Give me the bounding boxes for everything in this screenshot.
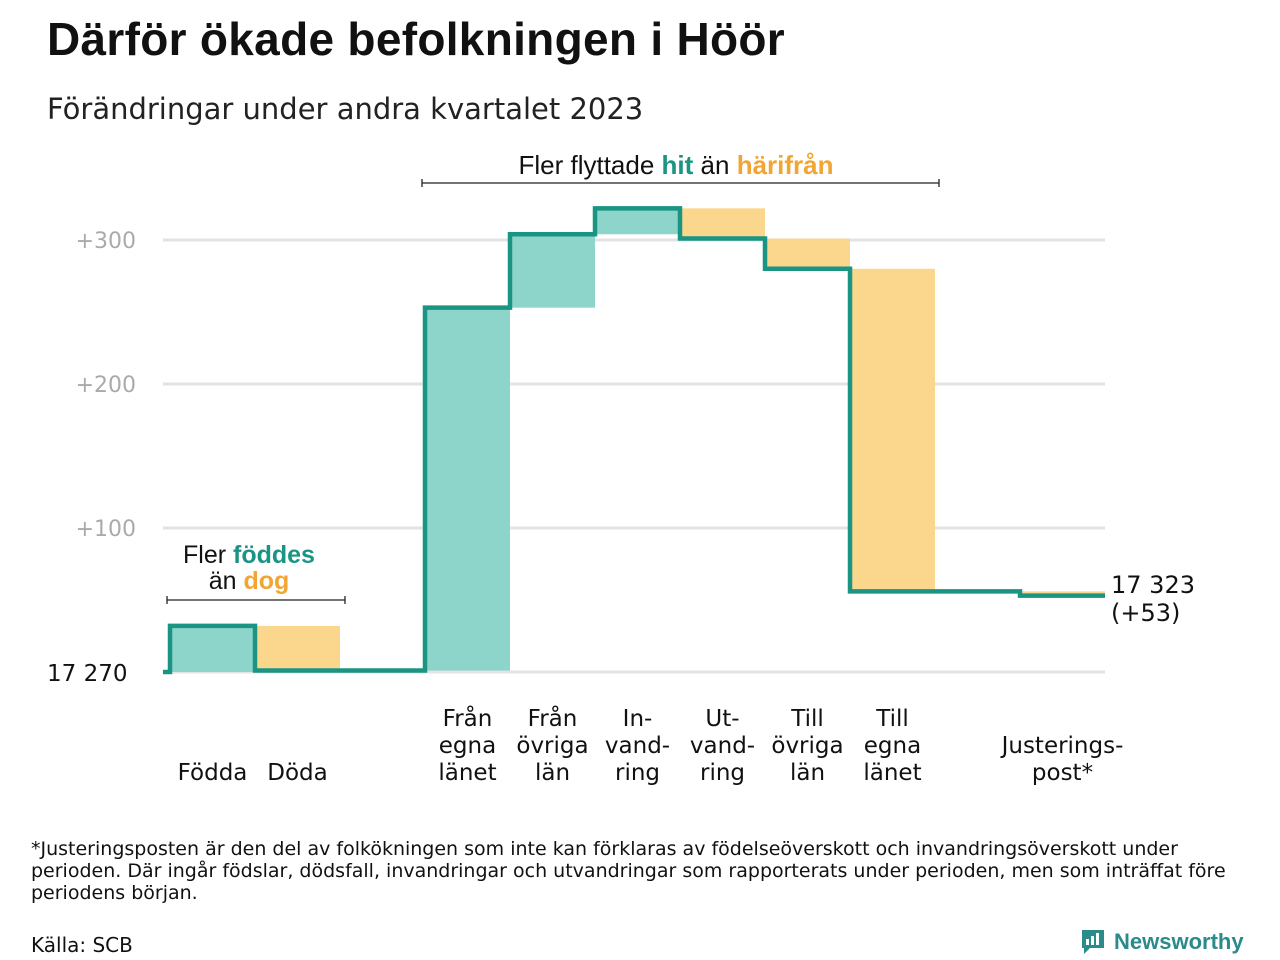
- footnote: *Justeringsposten är den del av folkökni…: [31, 838, 1226, 904]
- waterfall-bar: [681, 208, 765, 239]
- y-tick-label: +100: [76, 517, 136, 542]
- category-label: övriga: [516, 733, 588, 759]
- category-label: länet: [863, 760, 921, 786]
- y-tick-label: +200: [76, 373, 136, 398]
- category-label: vand-: [605, 733, 670, 759]
- category-label: egna: [864, 733, 921, 759]
- waterfall-bar: [596, 208, 680, 235]
- annotation-migration: Fler flyttade hit än härifrån: [518, 150, 833, 180]
- category-label: Till: [875, 706, 909, 732]
- waterfall-bar: [511, 234, 595, 308]
- category-label: Födda: [178, 760, 248, 786]
- waterfall-bar: [851, 268, 935, 592]
- category-label: post*: [1032, 760, 1093, 786]
- chart-subtitle: Förändringar under andra kvartalet 2023: [47, 92, 644, 126]
- category-label: egna: [439, 733, 496, 759]
- category-label: Från: [528, 704, 578, 732]
- category-label: Döda: [267, 760, 327, 786]
- newsworthy-logo: Newsworthy: [1080, 928, 1244, 956]
- category-label: Ut-: [705, 706, 739, 732]
- category-label: län: [535, 760, 570, 786]
- end-change-label: (+53): [1111, 599, 1180, 627]
- y-tick-label: +300: [76, 229, 136, 254]
- waterfall-bar: [426, 307, 510, 671]
- category-label: vand-: [690, 733, 755, 759]
- category-label: länet: [438, 760, 496, 786]
- start-value-label: 17 270: [47, 661, 127, 687]
- category-label: Från: [443, 704, 493, 732]
- cumulative-step-line: [163, 206, 1105, 675]
- chart-title: Därför ökade befolkningen i Höör: [47, 13, 786, 65]
- category-label: övriga: [771, 733, 843, 759]
- waterfall-bar: [171, 625, 255, 672]
- annotation-deaths: än dog: [209, 567, 290, 595]
- category-label: Till: [790, 706, 824, 732]
- category-label: ring: [700, 760, 745, 786]
- category-label: In-: [623, 706, 653, 732]
- end-value-label: 17 323: [1111, 571, 1195, 599]
- category-label: län: [790, 760, 825, 786]
- waterfall-bar: [766, 238, 850, 269]
- annotation-births: Fler föddes: [183, 541, 315, 569]
- newsworthy-logo-icon: [1082, 930, 1104, 954]
- waterfall-bar: [256, 625, 340, 671]
- category-label: Justerings-: [1000, 733, 1124, 759]
- newsworthy-logo-text: Newsworthy: [1114, 929, 1244, 954]
- category-label: ring: [615, 760, 660, 786]
- source: Källa: SCB: [31, 933, 133, 957]
